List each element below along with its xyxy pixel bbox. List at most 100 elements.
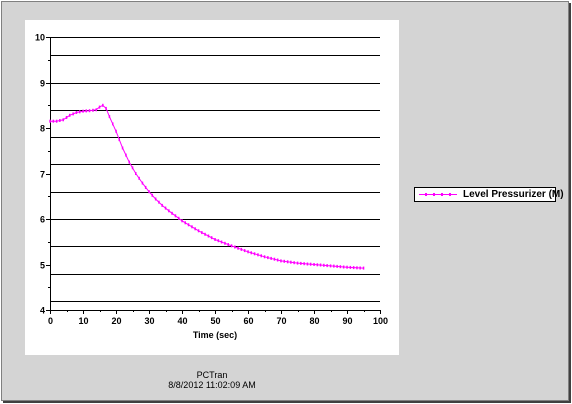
series-marker xyxy=(247,250,249,254)
series-marker xyxy=(333,264,335,268)
series-marker xyxy=(128,160,130,164)
legend-swatch xyxy=(419,190,457,200)
series-marker xyxy=(201,231,203,235)
series-marker xyxy=(112,122,114,126)
series-marker xyxy=(346,265,348,269)
series-marker xyxy=(220,240,223,244)
series-marker xyxy=(267,256,269,260)
series-line-level-pressurizer xyxy=(50,104,364,269)
series-marker xyxy=(178,216,180,220)
y-tick-label: 10 xyxy=(35,33,45,43)
series-marker xyxy=(276,258,279,262)
series-marker xyxy=(319,263,322,267)
series-marker xyxy=(227,243,229,247)
series-marker xyxy=(191,225,193,229)
x-tick-label: 40 xyxy=(177,316,187,326)
series-marker xyxy=(85,109,87,113)
series-marker xyxy=(250,251,252,255)
series-marker xyxy=(118,138,120,142)
series-marker xyxy=(105,106,107,110)
series-marker xyxy=(164,206,167,210)
x-tick-label: 30 xyxy=(144,316,154,326)
series-marker xyxy=(286,260,289,264)
series-marker xyxy=(95,108,97,112)
series-marker xyxy=(352,266,355,270)
series-marker xyxy=(280,259,282,263)
series-marker xyxy=(359,266,361,270)
y-tick-label: 9 xyxy=(40,79,45,89)
x-tick-label: 10 xyxy=(78,316,88,326)
x-axis-title: Time (sec) xyxy=(193,330,237,340)
series-marker xyxy=(296,261,299,265)
series-marker xyxy=(49,119,51,123)
legend-label-level-pressurizer: Level Pressurizer (M) xyxy=(463,189,564,200)
series-marker xyxy=(234,245,236,249)
series-marker xyxy=(135,172,137,175)
x-tick-label: 0 xyxy=(48,316,53,326)
series-marker xyxy=(243,249,246,253)
series-marker xyxy=(148,190,150,194)
series-marker xyxy=(65,116,68,119)
series-marker xyxy=(158,200,160,204)
series-marker xyxy=(313,263,315,266)
series-marker xyxy=(92,108,94,112)
series-marker xyxy=(102,103,104,107)
series-marker xyxy=(98,105,101,109)
x-tick-label: 60 xyxy=(243,316,253,326)
series-marker xyxy=(362,266,365,270)
y-tick-label: 7 xyxy=(40,170,45,180)
series-marker xyxy=(161,203,163,207)
series-marker xyxy=(263,255,266,259)
series-marker xyxy=(197,229,200,233)
y-tick-label: 5 xyxy=(40,261,45,271)
series-marker xyxy=(273,257,276,261)
series-marker xyxy=(306,262,309,266)
series-marker xyxy=(174,214,177,218)
series-layer xyxy=(49,103,365,270)
series-marker xyxy=(171,211,173,215)
series-marker xyxy=(300,261,302,265)
series-marker xyxy=(52,119,55,123)
plot-panel: 4 5 6 7 8 9 10 0 10 20 30 40 50 60 70 80 90 100 Time (sec… xyxy=(25,20,399,355)
series-marker xyxy=(270,256,272,260)
series-marker xyxy=(309,262,312,266)
footer-app-name: PCTran xyxy=(196,370,228,380)
series-marker xyxy=(336,264,338,268)
series-marker xyxy=(82,109,84,113)
series-marker xyxy=(168,209,170,213)
series-marker xyxy=(69,113,71,117)
x-tick-label: 70 xyxy=(276,316,286,326)
series-marker xyxy=(342,265,345,269)
series-marker xyxy=(72,112,74,116)
series-marker xyxy=(260,254,262,258)
series-marker xyxy=(115,129,117,133)
series-marker xyxy=(151,193,153,197)
footer: PCTran 8/8/2012 11:02:09 AM xyxy=(2,370,422,390)
series-marker xyxy=(356,266,358,270)
series-marker xyxy=(138,176,140,180)
x-tick-label: 80 xyxy=(309,316,319,326)
x-tick-label: 100 xyxy=(373,316,388,326)
series-marker xyxy=(224,241,226,245)
x-tick-label: 90 xyxy=(342,316,352,326)
series-marker xyxy=(290,260,292,264)
series-marker xyxy=(283,259,285,263)
series-marker xyxy=(55,119,58,123)
x-tick-label: 50 xyxy=(210,316,220,326)
series-marker xyxy=(79,110,81,114)
series-marker xyxy=(184,221,186,225)
series-marker xyxy=(144,185,147,189)
footer-timestamp: 8/8/2012 11:02:09 AM xyxy=(168,380,256,390)
series-marker xyxy=(204,232,206,236)
series-marker xyxy=(339,265,342,269)
series-marker xyxy=(125,153,127,157)
series-marker xyxy=(230,244,233,248)
series-marker xyxy=(329,264,332,268)
series-marker xyxy=(240,247,243,251)
x-tick-label: 20 xyxy=(111,316,121,326)
series-marker xyxy=(217,239,220,243)
series-marker xyxy=(181,219,183,223)
